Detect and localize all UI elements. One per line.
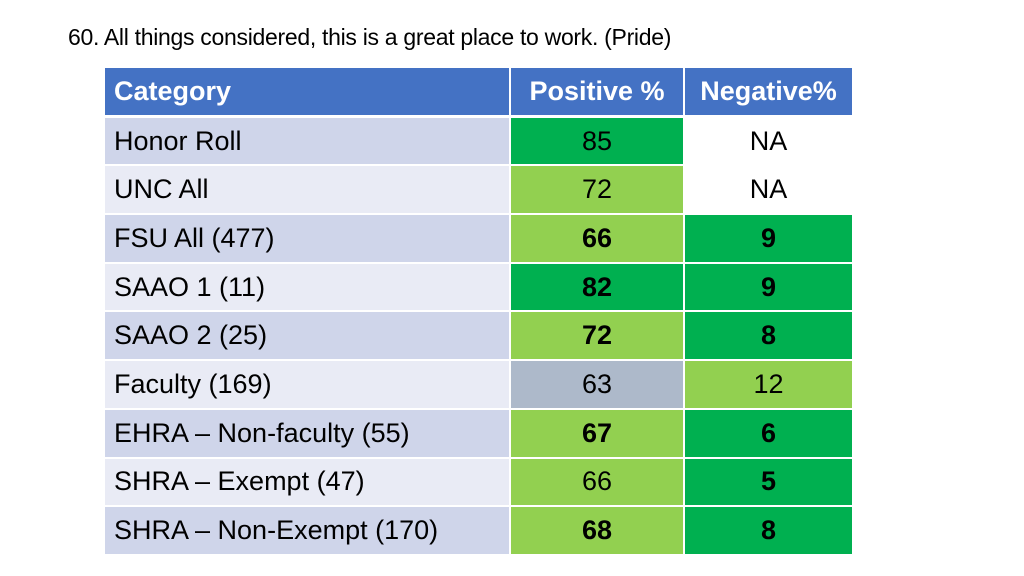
table-row: FSU All (477) 66 9 [105, 214, 852, 264]
negative-cell: 8 [684, 506, 852, 556]
header-row: Category Positive % Negative% [105, 68, 852, 119]
category-cell: Faculty (169) [105, 360, 511, 410]
negative-cell: 8 [684, 311, 852, 362]
category-cell: SHRA – Non-Exempt (170) [105, 506, 511, 556]
positive-cell: 66 [510, 214, 685, 264]
negative-cell: NA [684, 116, 852, 167]
category-cell: EHRA – Non-faculty (55) [105, 408, 511, 459]
negative-cell: 9 [684, 262, 852, 313]
table-row: SAAO 2 (25) 72 8 [105, 311, 852, 362]
negative-cell: 5 [684, 457, 852, 508]
category-cell: Honor Roll [105, 116, 511, 167]
category-cell: FSU All (477) [105, 214, 511, 264]
table-body: Honor Roll 85 NA UNC All 72 NA FSU All (477) 66… [105, 116, 852, 556]
category-cell: UNC All [105, 165, 511, 216]
table-row: UNC All 72 NA [105, 165, 852, 216]
table-row: SHRA – Non-Exempt (170) 68 8 [105, 506, 852, 556]
header-category: Category [105, 68, 511, 119]
negative-cell: 6 [684, 408, 852, 459]
category-cell: SHRA – Exempt (47) [105, 457, 511, 508]
slide-title: 60. All things considered, this is a gre… [68, 24, 672, 50]
table-row: SHRA – Exempt (47) 66 5 [105, 457, 852, 508]
table-header: Category Positive % Negative% [105, 68, 852, 119]
negative-cell: 9 [684, 214, 852, 264]
positive-cell: 72 [510, 165, 685, 216]
positive-cell: 63 [510, 360, 685, 410]
category-cell: SAAO 2 (25) [105, 311, 511, 362]
table-row: EHRA – Non-faculty (55) 67 6 [105, 408, 852, 459]
positive-cell: 85 [510, 116, 685, 167]
positive-cell: 72 [510, 311, 685, 362]
table-row: Honor Roll 85 NA [105, 116, 852, 167]
positive-cell: 68 [510, 506, 685, 556]
negative-cell: 12 [684, 360, 852, 410]
results-table: Category Positive % Negative% Honor Roll… [105, 68, 852, 556]
positive-cell: 67 [510, 408, 685, 459]
header-positive: Positive % [510, 68, 685, 119]
table-row: SAAO 1 (11) 82 9 [105, 262, 852, 313]
header-negative: Negative% [684, 68, 852, 119]
table-row: Faculty (169) 63 12 [105, 360, 852, 410]
positive-cell: 66 [510, 457, 685, 508]
negative-cell: NA [684, 165, 852, 216]
category-cell: SAAO 1 (11) [105, 262, 511, 313]
positive-cell: 82 [510, 262, 685, 313]
